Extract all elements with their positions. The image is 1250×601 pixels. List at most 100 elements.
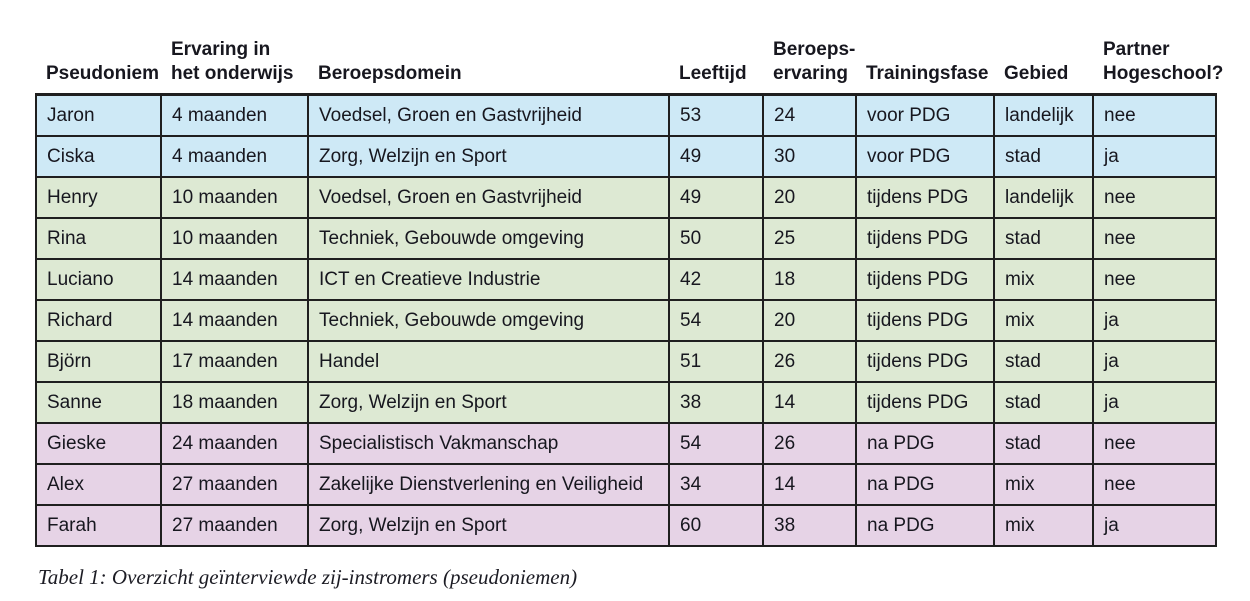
table-row: Farah 27 maanden Zorg, Welzijn en Sport 60 3… [35, 504, 1217, 547]
cell-partner: nee [1092, 463, 1217, 506]
cell-beroepservaring: 14 [762, 381, 857, 424]
cell-leeftijd: 49 [668, 135, 764, 178]
col-header-pseudoniem: Pseudoniem [36, 28, 161, 95]
cell-trainingsfase: na PDG [855, 422, 995, 465]
cell-ervaring: 10 maanden [160, 217, 309, 260]
cell-trainingsfase: tijdens PDG [855, 381, 995, 424]
table-row: Gieske 24 maanden Specialistisch Vakmansch… [35, 422, 1217, 465]
cell-ervaring: 4 maanden [160, 93, 309, 137]
cell-pseudoniem: Richard [35, 299, 162, 342]
cell-beroepsdomein: Zorg, Welzijn en Sport [307, 381, 670, 424]
cell-beroepservaring: 38 [762, 504, 857, 547]
cell-beroepsdomein: Handel [307, 340, 670, 383]
header-row: Pseudoniem Ervaring in het onderwijs Ber… [36, 28, 1223, 95]
cell-ervaring: 14 maanden [160, 299, 309, 342]
cell-beroepservaring: 18 [762, 258, 857, 301]
cell-beroepservaring: 14 [762, 463, 857, 506]
cell-gebied: mix [993, 463, 1094, 506]
cell-trainingsfase: tijdens PDG [855, 176, 995, 219]
cell-ervaring: 24 maanden [160, 422, 309, 465]
cell-beroepservaring: 26 [762, 340, 857, 383]
table-row: Henry 10 maanden Voedsel, Groen en Gastvri… [35, 176, 1217, 219]
cell-partner: nee [1092, 258, 1217, 301]
cell-partner: nee [1092, 422, 1217, 465]
participants-table: Pseudoniem Ervaring in het onderwijs Ber… [35, 28, 1223, 547]
col-header-beroepservaring: Beroeps- ervaring [763, 28, 856, 95]
cell-ervaring: 27 maanden [160, 504, 309, 547]
cell-beroepservaring: 30 [762, 135, 857, 178]
cell-beroepservaring: 20 [762, 176, 857, 219]
cell-ervaring: 18 maanden [160, 381, 309, 424]
cell-trainingsfase: na PDG [855, 504, 995, 547]
cell-pseudoniem: Gieske [35, 422, 162, 465]
table-caption: Tabel 1: Overzicht geïnterviewde zij-ins… [38, 565, 578, 589]
cell-partner: ja [1092, 504, 1217, 547]
cell-beroepservaring: 24 [762, 93, 857, 137]
cell-beroepservaring: 26 [762, 422, 857, 465]
cell-gebied: landelijk [993, 176, 1094, 219]
table-row: Richard 14 maanden Techniek, Gebouwde omge… [35, 299, 1217, 342]
cell-leeftijd: 38 [668, 381, 764, 424]
cell-gebied: stad [993, 217, 1094, 260]
cell-ervaring: 14 maanden [160, 258, 309, 301]
cell-beroepsdomein: Techniek, Gebouwde omgeving [307, 217, 670, 260]
cell-pseudoniem: Ciska [35, 135, 162, 178]
col-header-leeftijd: Leeftijd [669, 28, 763, 95]
cell-gebied: mix [993, 504, 1094, 547]
cell-gebied: stad [993, 135, 1094, 178]
cell-pseudoniem: Alex [35, 463, 162, 506]
table-header: Pseudoniem Ervaring in het onderwijs Ber… [36, 28, 1223, 95]
cell-partner: ja [1092, 340, 1217, 383]
cell-beroepsdomein: Voedsel, Groen en Gastvrijheid [307, 93, 670, 137]
table-row: Björn 17 maanden Handel 51 26 tijdens PDG stad… [35, 340, 1217, 383]
cell-gebied: stad [993, 381, 1094, 424]
cell-leeftijd: 51 [668, 340, 764, 383]
cell-trainingsfase: tijdens PDG [855, 340, 995, 383]
cell-gebied: stad [993, 340, 1094, 383]
cell-pseudoniem: Luciano [35, 258, 162, 301]
cell-beroepsdomein: Techniek, Gebouwde omgeving [307, 299, 670, 342]
cell-ervaring: 4 maanden [160, 135, 309, 178]
cell-trainingsfase: na PDG [855, 463, 995, 506]
table-row: Alex 27 maanden Zakelijke Dienstverlening … [35, 463, 1217, 506]
cell-gebied: landelijk [993, 93, 1094, 137]
table-body: Jaron 4 maanden Voedsel, Groen en Gastvrij… [35, 93, 1217, 547]
table-row: Sanne 18 maanden Zorg, Welzijn en Sport 38 1… [35, 381, 1217, 424]
cell-beroepservaring: 20 [762, 299, 857, 342]
cell-pseudoniem: Jaron [35, 93, 162, 137]
cell-gebied: mix [993, 299, 1094, 342]
cell-leeftijd: 49 [668, 176, 764, 219]
cell-leeftijd: 50 [668, 217, 764, 260]
cell-pseudoniem: Farah [35, 504, 162, 547]
col-header-ervaring: Ervaring in het onderwijs [161, 28, 308, 95]
cell-beroepsdomein: Specialistisch Vakmanschap [307, 422, 670, 465]
cell-leeftijd: 54 [668, 299, 764, 342]
cell-beroepsdomein: Zorg, Welzijn en Sport [307, 504, 670, 547]
cell-trainingsfase: tijdens PDG [855, 217, 995, 260]
cell-gebied: stad [993, 422, 1094, 465]
cell-partner: nee [1092, 217, 1217, 260]
cell-beroepsdomein: Voedsel, Groen en Gastvrijheid [307, 176, 670, 219]
cell-leeftijd: 34 [668, 463, 764, 506]
cell-ervaring: 10 maanden [160, 176, 309, 219]
cell-ervaring: 27 maanden [160, 463, 309, 506]
cell-trainingsfase: voor PDG [855, 135, 995, 178]
cell-ervaring: 17 maanden [160, 340, 309, 383]
table-row: Luciano 14 maanden ICT en Creatieve Indust… [35, 258, 1217, 301]
cell-leeftijd: 53 [668, 93, 764, 137]
cell-pseudoniem: Sanne [35, 381, 162, 424]
table-row: Ciska 4 maanden Zorg, Welzijn en Sport 49 30… [35, 135, 1217, 178]
cell-trainingsfase: tijdens PDG [855, 258, 995, 301]
cell-partner: ja [1092, 135, 1217, 178]
col-header-beroepsdomein: Beroepsdomein [308, 28, 669, 95]
cell-leeftijd: 42 [668, 258, 764, 301]
cell-pseudoniem: Rina [35, 217, 162, 260]
col-header-gebied: Gebied [994, 28, 1093, 95]
table-row: Jaron 4 maanden Voedsel, Groen en Gastvrij… [35, 93, 1217, 137]
cell-trainingsfase: tijdens PDG [855, 299, 995, 342]
cell-partner: ja [1092, 299, 1217, 342]
cell-leeftijd: 54 [668, 422, 764, 465]
cell-trainingsfase: voor PDG [855, 93, 995, 137]
cell-beroepservaring: 25 [762, 217, 857, 260]
